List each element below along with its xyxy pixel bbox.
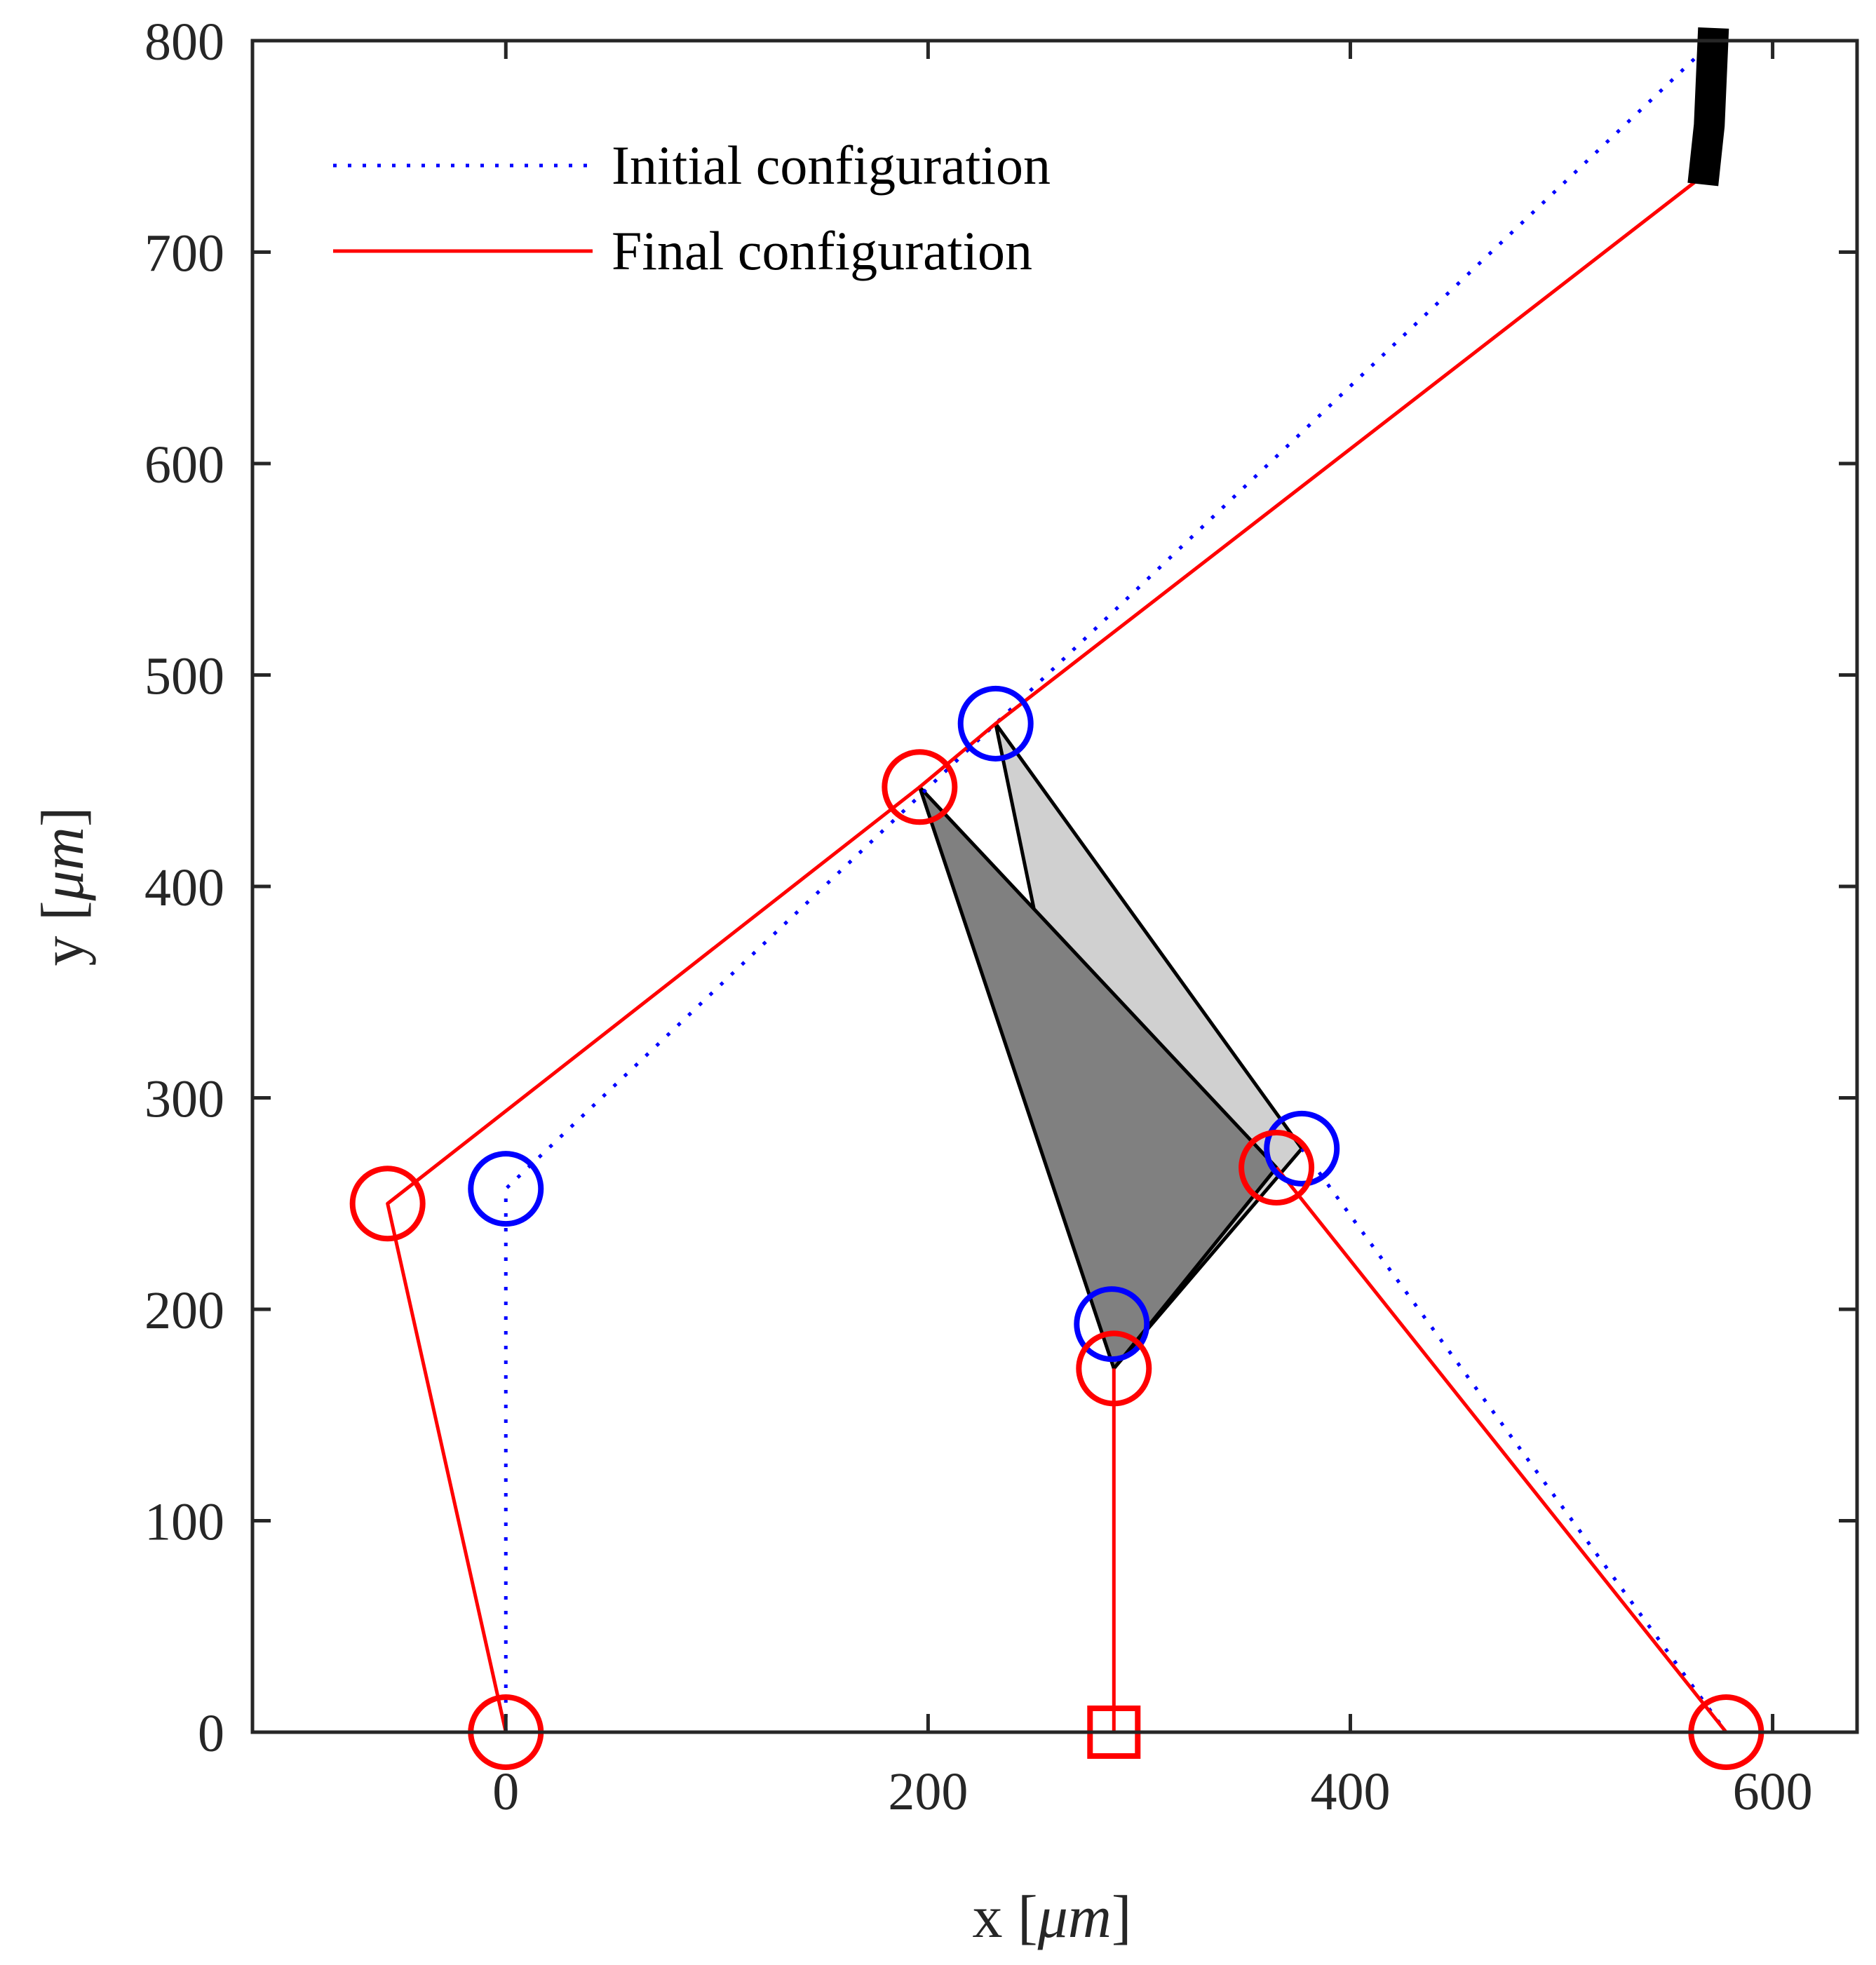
series-initial-marker-3: [1074, 1286, 1150, 1363]
series-initial-marker-2: [1264, 1110, 1340, 1187]
y-tick-label-8: 800: [144, 13, 224, 72]
x-tick-label-2: 400: [1310, 1762, 1390, 1821]
y-axis-label: y [μm]: [29, 806, 96, 966]
y-tick-label-2: 200: [144, 1281, 224, 1340]
x-tick-label-0: 0: [492, 1762, 519, 1821]
y-tick-label-1: 100: [144, 1493, 224, 1552]
series-final-line-0: [386, 181, 1696, 1733]
series-final-marker-3: [1076, 1330, 1152, 1407]
x-axis-label-close: ]: [1112, 1883, 1132, 1950]
y-axis-label-unit: μm: [29, 827, 96, 901]
series-final-line-1: [1275, 1166, 1728, 1734]
x-tick-label-3: 600: [1733, 1762, 1813, 1821]
series-final-marker-2: [1239, 1129, 1315, 1206]
legend: Initial configuration Final configuratio…: [333, 135, 1051, 281]
y-tick-label-7: 700: [144, 224, 224, 283]
series-final-marker-1: [882, 749, 958, 825]
x-axis-label-text: x [: [972, 1883, 1037, 1950]
y-tick-label-4: 400: [144, 858, 224, 917]
y-tick-label-6: 600: [144, 435, 224, 494]
x-axis-label: x [μm]: [972, 1883, 1131, 1950]
axis-ticks: [252, 39, 1857, 1734]
x-tick-label-1: 200: [888, 1762, 968, 1821]
shaded-triangle-1: [917, 785, 1278, 1370]
tick-labels: 0 200 400 600 0 100 200 300 400 500 600 700 800: [144, 13, 1813, 1821]
series-initial-marker-1: [957, 685, 1034, 762]
y-axis-label-close: ]: [29, 806, 96, 827]
legend-label-initial: Initial configuration: [612, 135, 1051, 196]
legend-label-final: Final configuration: [612, 220, 1032, 281]
y-tick-label-0: 0: [198, 1704, 224, 1763]
series-initial-line-1: [1300, 1147, 1728, 1734]
y-tick-label-5: 500: [144, 647, 224, 706]
series-initial-marker-0: [468, 1151, 544, 1227]
y-axis-label-text: y [: [29, 900, 96, 966]
y-tick-label-3: 300: [144, 1070, 224, 1129]
x-axis-label-unit: μm: [1037, 1883, 1112, 1950]
annotation-bar: [1687, 27, 1729, 187]
series-final-marker-0: [349, 1166, 426, 1242]
